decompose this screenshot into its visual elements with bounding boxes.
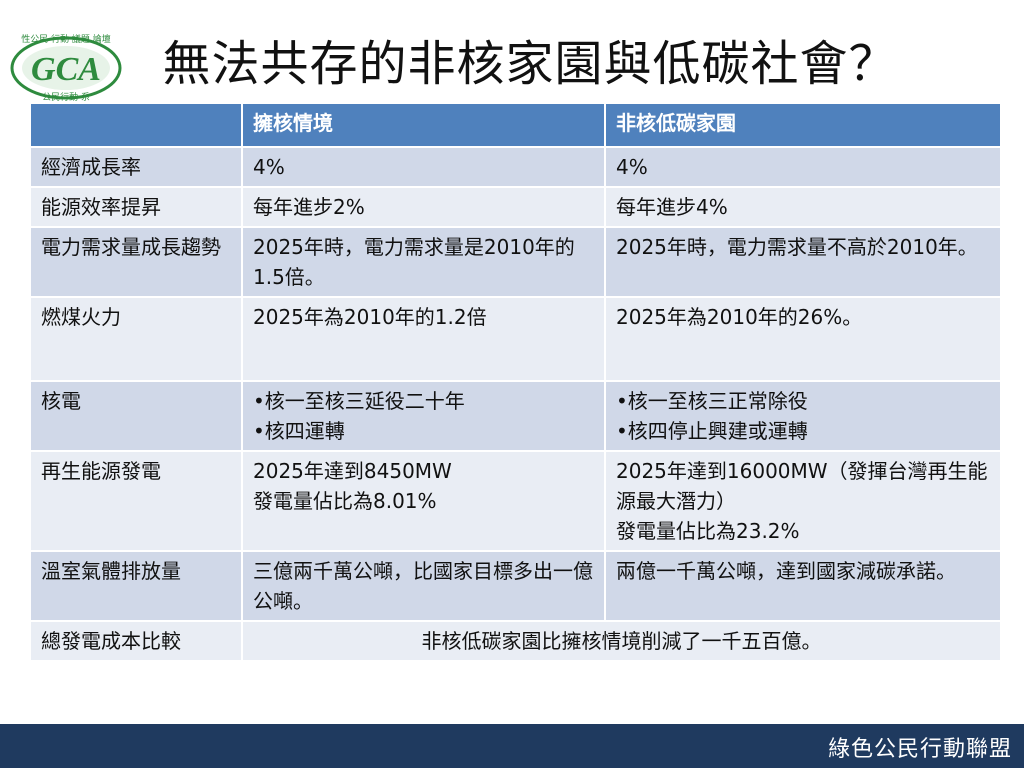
bullet-item: 核一至核三正常除役 [616,386,990,416]
cell-nuclear-free: 2025年為2010年的26%。 [604,296,1002,382]
table-row: 燃煤火力 2025年為2010年的1.2倍 2025年為2010年的26%。 [29,296,1002,382]
cell-pro-nuclear: 2025年時，電力需求量是2010年的1.5倍。 [241,226,606,298]
table-row: 經濟成長率 4% 4% [29,146,1002,188]
row-label: 能源效率提昇 [29,186,243,228]
row-label: 電力需求量成長趨勢 [29,226,243,298]
cell-pro-nuclear: 4% [241,146,606,188]
bullet-item: 核四運轉 [253,416,594,446]
cell-nuclear-free: 每年進步4% [604,186,1002,228]
cell-nuclear-free: 兩億一千萬公噸，達到國家減碳承諾。 [604,550,1002,622]
row-label: 溫室氣體排放量 [29,550,243,622]
row-label: 經濟成長率 [29,146,243,188]
header-cell-nuclear-free: 非核低碳家園 [604,102,1002,148]
cell-nuclear-free: 2025年達到16000MW（發揮台灣再生能源最大潛力） 發電量佔比為23.2% [604,450,1002,552]
cell-line: 發電量佔比為23.2% [616,519,800,543]
slide-title: 無法共存的非核家園與低碳社會？ [162,36,898,92]
cell-nuclear-free: 2025年時，電力需求量不高於2010年。 [604,226,1002,298]
cell-line: 發電量佔比為8.01% [253,489,437,513]
footer-bar: 綠色公民行動聯盟 [0,724,1024,768]
logo-text-bottom: 公民行動 系 [42,91,90,102]
cell-pro-nuclear: 2025年為2010年的1.2倍 [241,296,606,382]
table-row: 能源效率提昇 每年進步2% 每年進步4% [29,186,1002,228]
cell-pro-nuclear: 每年進步2% [241,186,606,228]
table-row: 電力需求量成長趨勢 2025年時，電力需求量是2010年的1.5倍。 2025年… [29,226,1002,298]
logo-text-top: 性公民 行動 議題 論壇 [21,33,111,45]
row-label: 再生能源發電 [29,450,243,552]
cell-pro-nuclear: 三億兩千萬公噸，比國家目標多出一億公噸。 [241,550,606,622]
row-label: 總發電成本比較 [29,620,243,662]
row-label: 核電 [29,380,243,452]
table-row: 溫室氣體排放量 三億兩千萬公噸，比國家目標多出一億公噸。 兩億一千萬公噸，達到國… [29,550,1002,622]
cell-pro-nuclear: 2025年達到8450MW 發電量佔比為8.01% [241,450,606,552]
cell-pro-nuclear: 核一至核三延役二十年 核四運轉 [241,380,606,452]
header-cell-empty [29,102,243,148]
merged-cell-cost: 非核低碳家園比擁核情境削減了一千五百億。 [241,620,1002,662]
bullet-item: 核四停止興建或運轉 [616,416,990,446]
table-row: 再生能源發電 2025年達到8450MW 發電量佔比為8.01% 2025年達到… [29,450,1002,552]
footer-org-name: 綠色公民行動聯盟 [827,737,1012,762]
row-label: 燃煤火力 [29,296,243,382]
cell-line: 2025年達到16000MW（發揮台灣再生能源最大潛力） [616,459,988,513]
bullet-item: 核一至核三延役二十年 [253,386,594,416]
cell-nuclear-free: 核一至核三正常除役 核四停止興建或運轉 [604,380,1002,452]
gca-logo-icon: GCA 性公民 行動 議題 論壇 公民行動 系 [10,33,122,102]
logo-mark: GCA [31,51,101,88]
header-cell-pro-nuclear: 擁核情境 [241,102,606,148]
table-row: 總發電成本比較 非核低碳家園比擁核情境削減了一千五百億。 [29,620,1002,662]
table-header-row: 擁核情境 非核低碳家園 [29,102,1002,148]
table-row: 核電 核一至核三延役二十年 核四運轉 核一至核三正常除役 核四停止興建或運轉 [29,380,1002,452]
cell-nuclear-free: 4% [604,146,1002,188]
cell-line: 2025年達到8450MW [253,459,452,483]
comparison-table: 擁核情境 非核低碳家園 經濟成長率 4% 4% 能源效率提昇 每年進步2% 每年… [29,102,1002,662]
